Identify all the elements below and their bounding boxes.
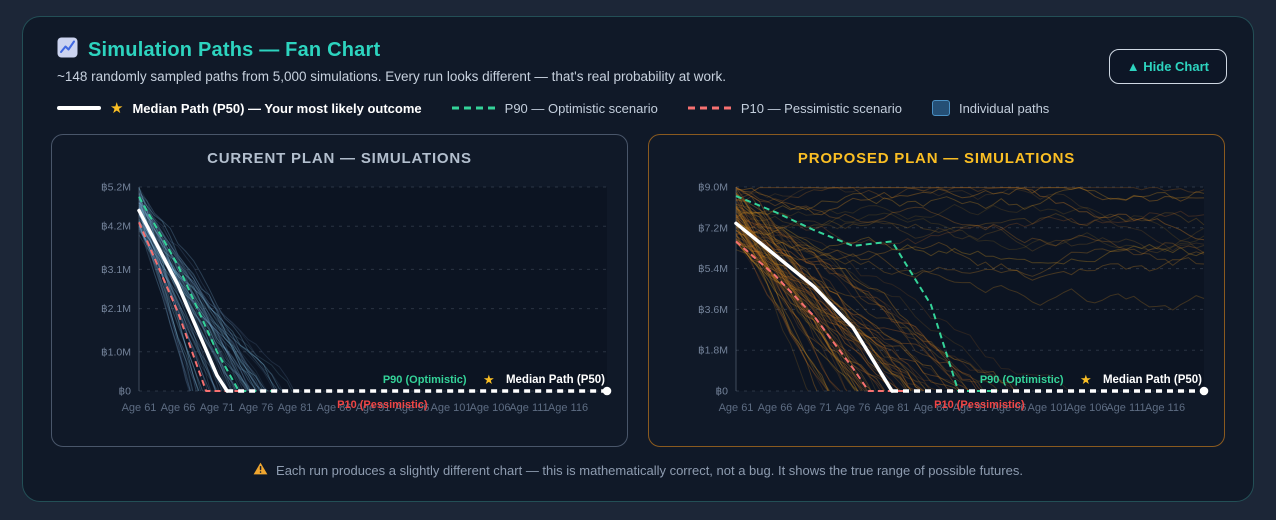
footer-note-text: Each run produces a slightly different c… bbox=[276, 462, 1023, 478]
hide-chart-button[interactable]: ▲ Hide Chart bbox=[1108, 49, 1227, 84]
y-tick-label: ฿7.2M bbox=[697, 222, 727, 234]
chart-panels-row: CURRENT PLAN — SIMULATIONS ฿0 ฿1.0M ฿2.1M ฿… bbox=[51, 134, 1225, 447]
page-subtitle: ~148 randomly sampled paths from 5,000 s… bbox=[57, 69, 727, 84]
legend-item-p10: P10 — Pessimistic scenario bbox=[687, 100, 902, 116]
legend-p10-label: P10 — Pessimistic scenario bbox=[740, 100, 902, 116]
current-plan-fan-chart: ฿0 ฿1.0M ฿2.1M ฿3.1M ฿4.2M ฿5.2M Age 61 Age 66 A… bbox=[100, 182, 611, 414]
x-tick-label: Age 86 bbox=[913, 402, 948, 414]
y-tick-label: ฿5.4M bbox=[697, 263, 727, 275]
chart-legend: ★ Median Path (P50) — Your most likely o… bbox=[57, 100, 1253, 116]
p90-annotation: P90 (Optimistic) bbox=[979, 374, 1063, 386]
x-tick-label: Age 96 bbox=[991, 402, 1026, 414]
p10-annotation: P10 (Pessimistic) bbox=[934, 399, 1025, 411]
x-tick-label: Age 91 bbox=[355, 402, 390, 414]
legend-item-median: ★ Median Path (P50) — Your most likely o… bbox=[57, 101, 422, 116]
x-tick-label: Age 81 bbox=[874, 402, 909, 414]
legend-item-paths: Individual paths bbox=[931, 100, 1050, 116]
x-tick-label: Age 111 bbox=[1106, 402, 1145, 414]
star-icon: ★ bbox=[110, 99, 124, 117]
chart-increasing-icon bbox=[57, 37, 78, 63]
legend-p90-label: P90 — Optimistic scenario bbox=[504, 100, 658, 116]
y-tick-label: ฿2.1M bbox=[100, 303, 130, 315]
x-tick-label: Age 101 bbox=[1027, 402, 1068, 414]
chart-panel-proposed-plan: PROPOSED PLAN — SIMULATIONS ฿0 ฿1.8M ฿3.6M… bbox=[648, 134, 1225, 447]
x-tick-label: Age 101 bbox=[430, 402, 471, 414]
fan-chart-card: Simulation Paths — Fan Chart ~148 random… bbox=[22, 16, 1254, 502]
x-tick-label: Age 61 bbox=[718, 402, 753, 414]
p90-annotation: P90 (Optimistic) bbox=[382, 374, 466, 386]
p10-annotation: P10 (Pessimistic) bbox=[337, 399, 428, 411]
median-line-swatch bbox=[57, 106, 101, 110]
star-icon: ★ bbox=[1079, 372, 1091, 387]
x-tick-label: Age 106 bbox=[469, 402, 510, 414]
x-tick-label: Age 106 bbox=[1066, 402, 1107, 414]
legend-paths-label: Individual paths bbox=[958, 100, 1050, 116]
warning-icon bbox=[253, 462, 268, 478]
proposed-plan-fan-chart: ฿0 ฿1.8M ฿3.6M ฿5.4M ฿7.2M ฿9.0M Age 61 Age 66 A… bbox=[697, 182, 1208, 414]
median-annotation: Median Path (P50) bbox=[505, 374, 604, 386]
x-tick-label: Age 71 bbox=[796, 402, 831, 414]
x-tick-label: Age 91 bbox=[952, 402, 987, 414]
star-icon: ★ bbox=[482, 372, 494, 387]
y-tick-label: ฿9.0M bbox=[697, 182, 727, 194]
card-header: Simulation Paths — Fan Chart ~148 random… bbox=[23, 17, 1253, 84]
y-tick-label: ฿3.6M bbox=[697, 304, 727, 316]
legend-item-p90: P90 — Optimistic scenario bbox=[451, 100, 658, 116]
x-tick-label: Age 76 bbox=[835, 402, 870, 414]
y-tick-label: ฿4.2M bbox=[100, 221, 130, 233]
y-tick-label: ฿0 bbox=[715, 386, 728, 398]
individual-paths-swatch bbox=[931, 100, 950, 116]
x-tick-label: Age 61 bbox=[121, 402, 156, 414]
x-tick-label: Age 76 bbox=[238, 402, 273, 414]
x-tick-label: Age 111 bbox=[509, 402, 548, 414]
current-plan-chart-title: CURRENT PLAN — SIMULATIONS bbox=[207, 150, 472, 167]
y-tick-label: ฿5.2M bbox=[100, 182, 130, 194]
proposed-plan-chart-title: PROPOSED PLAN — SIMULATIONS bbox=[797, 150, 1076, 167]
x-tick-label: Age 96 bbox=[394, 402, 429, 414]
chart-panel-current-plan: CURRENT PLAN — SIMULATIONS ฿0 ฿1.0M ฿2.1M ฿… bbox=[51, 134, 628, 447]
x-tick-label: Age 81 bbox=[277, 402, 312, 414]
y-tick-label: ฿3.1M bbox=[100, 264, 130, 276]
x-tick-label: Age 86 bbox=[316, 402, 351, 414]
p10-dash-swatch bbox=[687, 106, 732, 110]
x-tick-label: Age 66 bbox=[160, 402, 195, 414]
x-tick-label: Age 66 bbox=[757, 402, 792, 414]
y-tick-label: ฿1.8M bbox=[697, 345, 727, 357]
median-annotation: Median Path (P50) bbox=[1102, 374, 1201, 386]
x-tick-label: Age 116 bbox=[1144, 402, 1184, 414]
x-tick-label: Age 71 bbox=[199, 402, 234, 414]
y-tick-label: ฿1.0M bbox=[100, 346, 130, 358]
y-tick-label: ฿0 bbox=[118, 386, 131, 398]
x-tick-label: Age 116 bbox=[547, 402, 587, 414]
page-title: Simulation Paths — Fan Chart bbox=[88, 38, 381, 61]
p90-dash-swatch bbox=[451, 106, 496, 110]
legend-median-label: Median Path (P50) — Your most likely out… bbox=[132, 100, 422, 116]
footer-note: Each run produces a slightly different c… bbox=[23, 462, 1253, 478]
